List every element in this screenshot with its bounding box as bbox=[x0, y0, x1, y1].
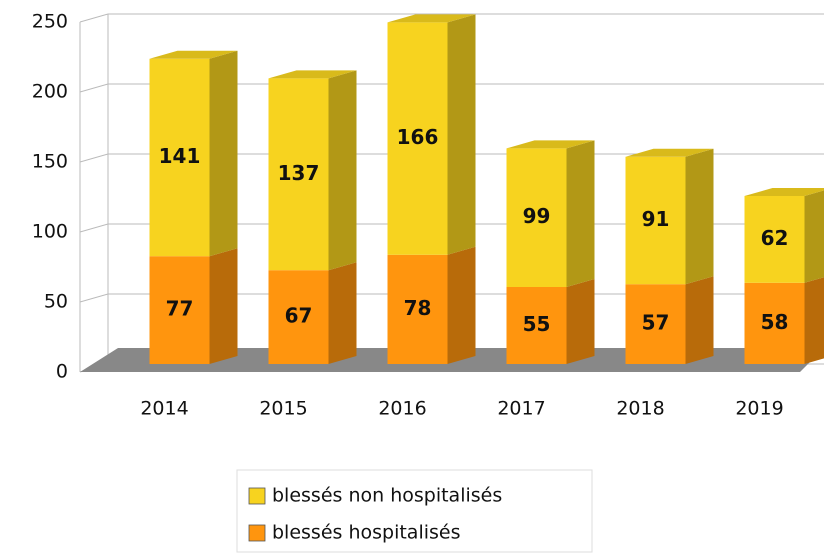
bar-side bbox=[447, 14, 476, 255]
y-tick-label: 0 bbox=[56, 361, 68, 383]
bar-side bbox=[566, 279, 595, 364]
bar-side bbox=[685, 276, 714, 364]
data-label: 58 bbox=[761, 310, 789, 334]
data-label: 62 bbox=[761, 226, 789, 250]
x-tick-label: 2014 bbox=[140, 398, 188, 420]
y-tick-label: 150 bbox=[32, 151, 68, 173]
bar-side bbox=[804, 277, 824, 364]
legend-swatch bbox=[248, 524, 266, 542]
data-label: 137 bbox=[278, 161, 320, 185]
bar-top bbox=[625, 148, 714, 157]
bar-side bbox=[447, 246, 476, 364]
x-tick-label: 2018 bbox=[616, 398, 664, 420]
grid-line-side bbox=[79, 153, 109, 163]
grid-line-side bbox=[79, 83, 109, 93]
bar-side bbox=[566, 140, 595, 287]
y-tick-label: 50 bbox=[44, 291, 68, 313]
bar bbox=[387, 254, 448, 364]
x-tick-label: 2016 bbox=[378, 398, 426, 420]
bar bbox=[625, 284, 686, 364]
data-label: 99 bbox=[523, 204, 551, 228]
bar-side bbox=[685, 148, 714, 285]
bar bbox=[149, 58, 210, 257]
bar-side bbox=[209, 248, 238, 364]
bar bbox=[268, 78, 329, 271]
bar bbox=[744, 196, 805, 283]
y-tick-label: 200 bbox=[32, 81, 68, 103]
x-tick-label: 2015 bbox=[259, 398, 307, 420]
bar-top bbox=[744, 188, 824, 196]
data-label: 67 bbox=[285, 304, 313, 328]
grid-line-side bbox=[79, 13, 109, 23]
bar bbox=[268, 270, 329, 364]
bar-top bbox=[506, 140, 595, 149]
legend-label: blessés hospitalisés bbox=[272, 522, 461, 544]
bar bbox=[506, 148, 567, 287]
bar-top bbox=[268, 70, 357, 79]
data-label: 55 bbox=[523, 312, 551, 336]
data-label: 166 bbox=[397, 125, 439, 149]
bar-top bbox=[149, 50, 238, 59]
legend-swatch bbox=[248, 487, 266, 505]
legend-box bbox=[236, 469, 593, 553]
bar-side bbox=[804, 190, 824, 283]
bar bbox=[744, 282, 805, 364]
bar-side bbox=[209, 50, 238, 257]
bar bbox=[387, 22, 448, 255]
bar bbox=[149, 256, 210, 364]
grid-line-side bbox=[79, 293, 109, 303]
y-tick-label: 100 bbox=[32, 221, 68, 243]
data-label: 91 bbox=[642, 207, 670, 231]
data-label: 77 bbox=[166, 297, 194, 321]
legend-label: blessés non hospitalisés bbox=[272, 485, 502, 507]
x-tick-label: 2019 bbox=[735, 398, 783, 420]
grid-line-side bbox=[79, 223, 109, 233]
data-label: 78 bbox=[404, 296, 432, 320]
bar-top bbox=[387, 14, 476, 23]
bar bbox=[506, 287, 567, 364]
data-label: 57 bbox=[642, 311, 670, 335]
x-tick-label: 2017 bbox=[497, 398, 545, 420]
bar-side bbox=[328, 70, 357, 271]
bar-side bbox=[328, 262, 357, 364]
bar bbox=[625, 156, 686, 285]
y-tick-label: 250 bbox=[32, 11, 68, 33]
data-label: 141 bbox=[159, 144, 201, 168]
